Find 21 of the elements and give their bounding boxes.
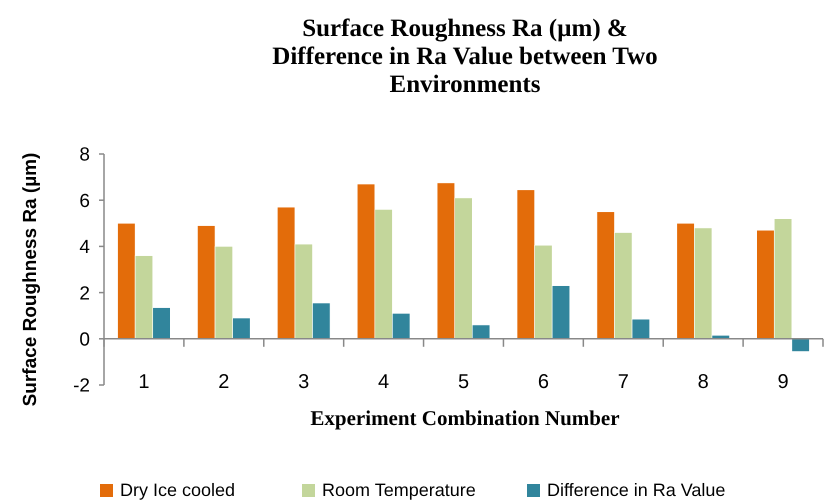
x-axis-title: Experiment Combination Number — [310, 406, 620, 430]
chart-title: Surface Roughness Ra (µm) & Difference in Ra Value between Two Environments — [272, 15, 658, 98]
y-tick-label: 2 — [79, 283, 90, 304]
x-tick-label: 1 — [138, 371, 150, 393]
y-tick-label: 4 — [79, 237, 90, 258]
x-tick-label: 5 — [458, 371, 470, 393]
x-tick-label: 2 — [218, 371, 230, 393]
y-tick-label: 8 — [79, 144, 90, 166]
y-tick-label: 6 — [79, 190, 90, 212]
x-tick-label: 7 — [618, 371, 629, 393]
x-tick-label: 6 — [538, 371, 549, 393]
y-axis-title: Surface Roughness Ra (µm) — [20, 152, 41, 406]
legend-label: Room Temperature — [322, 480, 476, 500]
x-tick-label: 4 — [378, 371, 390, 393]
y-tick-label: 0 — [79, 329, 90, 350]
y-tick-label: -2 — [73, 376, 90, 397]
legend-label: Dry Ice cooled — [120, 480, 236, 500]
x-tick-label: 9 — [777, 371, 789, 393]
x-tick-label: 3 — [298, 371, 310, 393]
x-tick-label: 8 — [698, 371, 709, 393]
legend-label: Difference in Ra Value — [547, 480, 726, 500]
